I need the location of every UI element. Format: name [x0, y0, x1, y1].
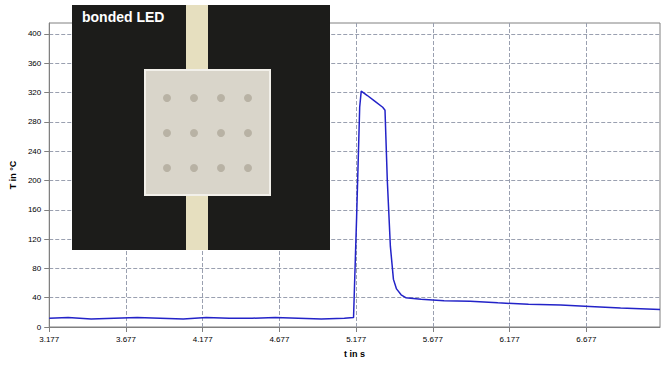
svg-text:120: 120 [28, 235, 42, 244]
svg-text:5.677: 5.677 [423, 335, 444, 344]
svg-text:400: 400 [28, 29, 42, 38]
svg-text:6.677: 6.677 [576, 335, 597, 344]
svg-text:280: 280 [28, 117, 42, 126]
svg-text:3.177: 3.177 [39, 335, 60, 344]
svg-text:T in °C: T in °C [8, 160, 18, 189]
svg-text:t in s: t in s [344, 349, 365, 359]
svg-text:bonded LED: bonded LED [82, 9, 164, 25]
svg-text:4.177: 4.177 [193, 335, 214, 344]
svg-text:240: 240 [28, 147, 42, 156]
svg-text:5.177: 5.177 [346, 335, 367, 344]
svg-text:0: 0 [37, 323, 42, 332]
svg-text:4.677: 4.677 [269, 335, 290, 344]
svg-text:360: 360 [28, 59, 42, 68]
svg-text:160: 160 [28, 205, 42, 214]
svg-text:200: 200 [28, 176, 42, 185]
svg-text:320: 320 [28, 88, 42, 97]
svg-text:6.177: 6.177 [500, 335, 521, 344]
svg-text:40: 40 [32, 293, 41, 302]
svg-text:80: 80 [32, 264, 41, 273]
svg-text:3.677: 3.677 [116, 335, 137, 344]
